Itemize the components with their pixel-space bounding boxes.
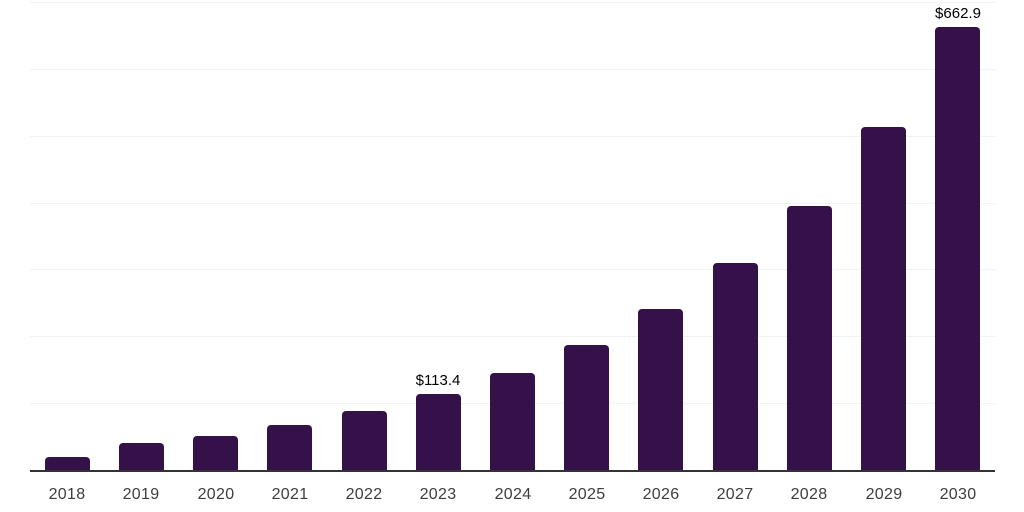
x-tick-label-2019: 2019 — [122, 486, 160, 503]
x-tick-label-2025: 2025 — [568, 486, 606, 503]
bar-2025 — [564, 345, 609, 470]
x-tick-label-2022: 2022 — [345, 486, 383, 503]
gridline-400 — [30, 203, 995, 204]
x-tick-label-2026: 2026 — [642, 486, 680, 503]
x-tick-label-2021: 2021 — [271, 486, 309, 503]
bar-2030 — [935, 27, 980, 470]
x-tick-label-2020: 2020 — [197, 486, 235, 503]
bar-2026 — [638, 309, 683, 470]
plot-area: $113.4 $662.9 — [30, 2, 995, 470]
bar-2018 — [45, 457, 90, 470]
x-tick-label-2024: 2024 — [494, 486, 532, 503]
x-tick-label-2023: 2023 — [419, 486, 457, 503]
bar-2028 — [787, 206, 832, 470]
bar-value-label-2023: $113.4 — [415, 372, 461, 389]
bar-2022 — [342, 411, 387, 470]
gridline-200 — [30, 336, 995, 337]
bar-2021 — [267, 425, 312, 470]
x-axis-line — [30, 470, 995, 472]
x-tick-label-2029: 2029 — [865, 486, 903, 503]
bar-2024 — [490, 373, 535, 470]
x-tick-label-2027: 2027 — [716, 486, 754, 503]
bar-2019 — [119, 443, 164, 470]
bar-2023 — [416, 394, 461, 470]
bar-2029 — [861, 127, 906, 470]
x-tick-label-2030: 2030 — [939, 486, 977, 503]
x-tick-label-2018: 2018 — [48, 486, 86, 503]
gridline-600 — [30, 69, 995, 70]
x-axis-labels: 2018 2019 2020 2021 2022 2023 2024 2025 2026 2027… — [30, 484, 995, 506]
bar-2020 — [193, 436, 238, 470]
x-tick-label-2028: 2028 — [790, 486, 828, 503]
bar-2027 — [713, 263, 758, 470]
gridline-500 — [30, 136, 995, 137]
gridline-300 — [30, 269, 995, 270]
gridline-700 — [30, 2, 995, 3]
bar-value-label-2030: $662.9 — [935, 5, 981, 22]
